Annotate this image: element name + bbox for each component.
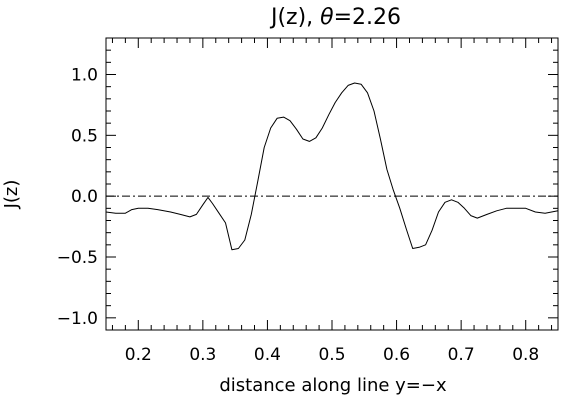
chart-title: J(z), θ=2.26	[269, 5, 401, 30]
x-tick-label: 0.3	[189, 345, 216, 365]
y-tick-label: 0.5	[71, 126, 98, 146]
x-tick-label: 0.5	[318, 345, 345, 365]
x-tick-label: 0.7	[448, 345, 475, 365]
series-line	[105, 82, 559, 251]
y-tick-label: 0.0	[71, 187, 98, 207]
x-tick-label: 0.2	[125, 345, 152, 365]
x-tick-label: 0.8	[512, 345, 539, 365]
x-axis-label: distance along line y=−x	[219, 375, 447, 396]
y-tick-label: −1.0	[57, 309, 98, 329]
y-axis-label: J(z)	[1, 180, 22, 210]
x-tick-label: 0.6	[383, 345, 410, 365]
plot-frame	[105, 37, 559, 331]
y-tick-label: 1.0	[71, 66, 98, 86]
x-tick-label: 0.4	[254, 345, 281, 365]
y-tick-label: −0.5	[57, 248, 98, 268]
plot-area: 0.2 0.3 0.4 0.5 0.6 0.7 0.8 −1.0 −0.5 0.0 0.5 1.0	[57, 37, 559, 365]
